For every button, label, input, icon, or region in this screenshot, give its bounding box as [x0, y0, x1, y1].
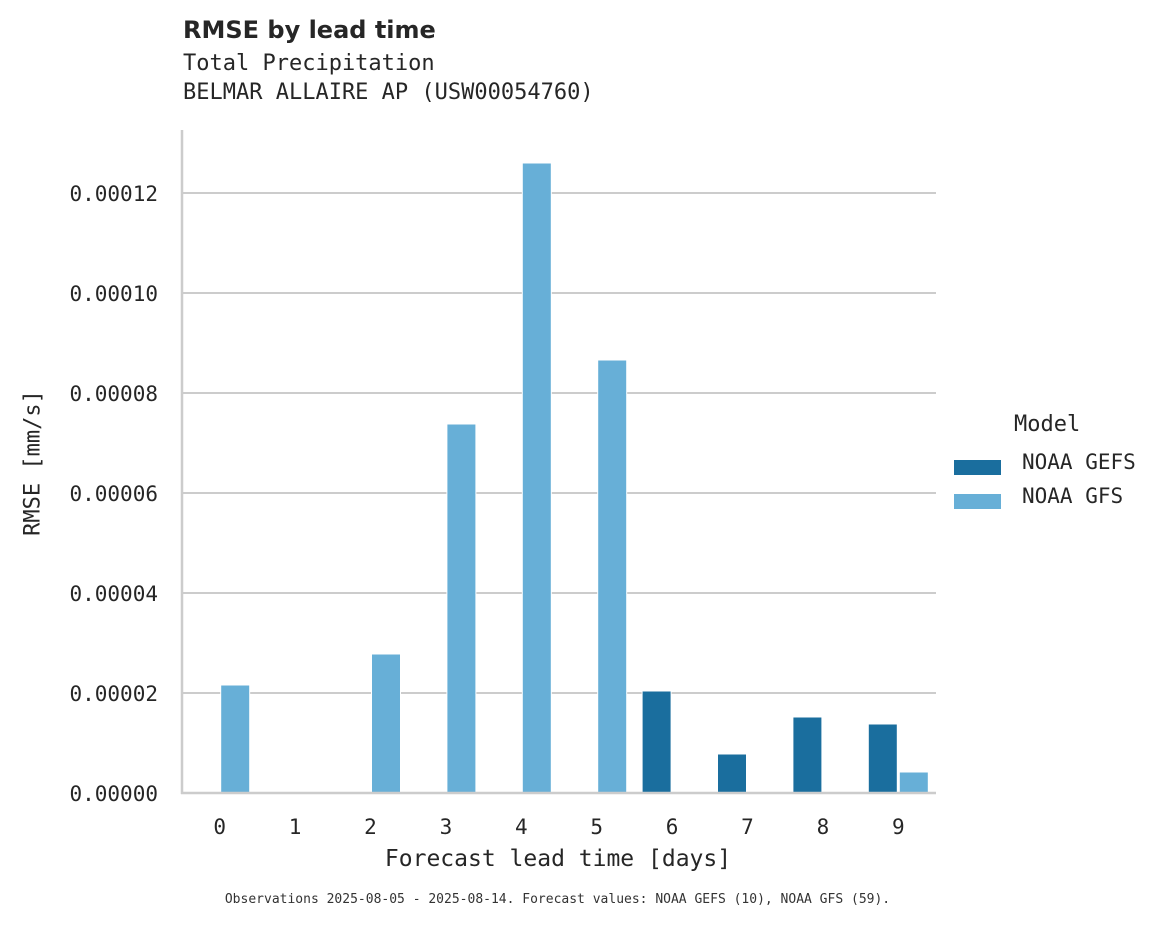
x-axis-label: Forecast lead time [days] [384, 846, 732, 872]
y-tick-label: 0.00008 [69, 382, 158, 406]
x-tick-label: 8 [817, 815, 830, 839]
x-tick-label: 7 [741, 815, 754, 839]
bar-noaa-gfs [521, 162, 552, 794]
x-tick-label: 1 [289, 815, 302, 839]
bar-noaa-gfs [220, 684, 251, 794]
y-tick-label: 0.00010 [69, 282, 158, 306]
y-axis-label: RMSE [mm/s] [20, 390, 46, 536]
legend-item-noaa-gefs: NOAA GEFS [954, 450, 1174, 484]
bar-noaa-gefs [717, 753, 747, 794]
x-tick-label: 3 [440, 815, 453, 839]
bar-noaa-gfs [597, 359, 628, 794]
bar-noaa-gefs [867, 723, 898, 794]
y-tick-labels: 0.00000 0.00002 0.00004 0.00006 0.00008 0.000… [69, 182, 158, 806]
bar-noaa-gfs [446, 423, 477, 794]
chart-subtitle-station: BELMAR ALLAIRE AP (USW00054760) [183, 80, 594, 105]
bar-noaa-gfs [898, 771, 929, 794]
bar-noaa-gefs [792, 716, 823, 794]
y-tick-label: 0.00000 [69, 782, 158, 806]
legend-title: Model [1014, 412, 1081, 437]
x-tick-label: 4 [515, 815, 528, 839]
x-tick-label: 9 [892, 815, 905, 839]
axes [180, 130, 936, 795]
footnote: Observations 2025-08-05 - 2025-08-14. Fo… [224, 892, 891, 907]
legend-label: NOAA GEFS [1022, 450, 1136, 474]
bar-noaa-gefs [641, 690, 672, 794]
legend-label: NOAA GFS [1022, 484, 1124, 508]
y-tick-label: 0.00002 [69, 682, 158, 706]
bar-noaa-gfs [371, 653, 401, 794]
chart-subtitle-variable: Total Precipitation [183, 51, 435, 76]
gridlines [182, 192, 936, 694]
x-tick-label: 2 [364, 815, 377, 839]
bars [220, 162, 929, 794]
x-tick-labels: 0 1 2 3 4 5 6 7 8 9 [213, 815, 904, 839]
x-tick-label: 6 [666, 815, 679, 839]
chart-title: RMSE by lead time [183, 16, 436, 44]
legend-swatch-noaa-gefs [954, 460, 1001, 475]
y-tick-label: 0.00006 [69, 482, 158, 506]
legend-item-noaa-gfs: NOAA GFS [954, 484, 1174, 518]
y-tick-label: 0.00012 [69, 182, 158, 206]
y-tick-label: 0.00004 [69, 582, 158, 606]
x-tick-label: 5 [590, 815, 603, 839]
legend-swatch-noaa-gfs [954, 494, 1001, 509]
x-tick-label: 0 [213, 815, 226, 839]
